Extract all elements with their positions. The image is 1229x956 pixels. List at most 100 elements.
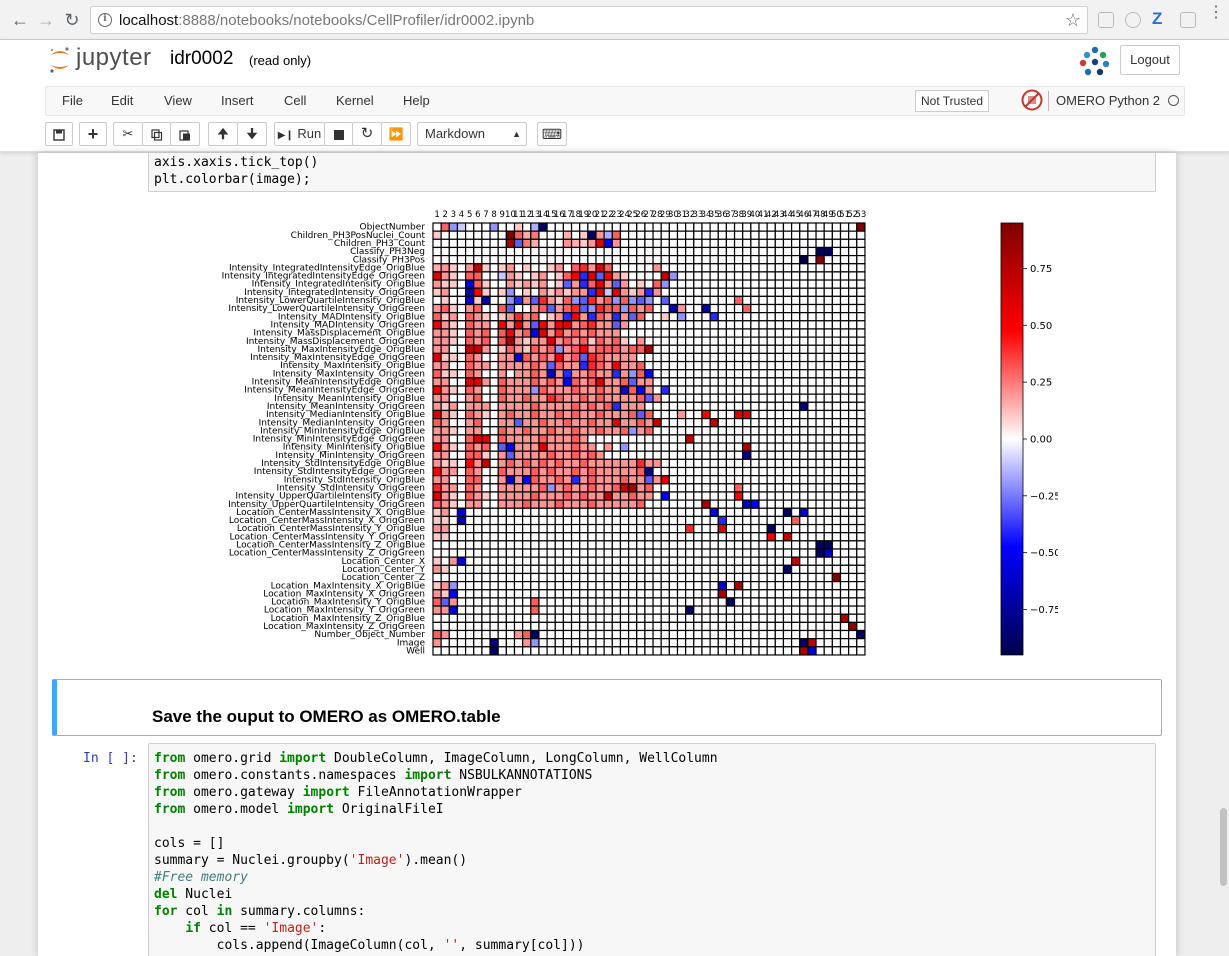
heatmap-cell (530, 246, 540, 257)
heatmap-cell (790, 548, 801, 558)
heatmap-cell (603, 385, 613, 395)
jupyter-wordmark[interactable]: jupyter (76, 44, 152, 71)
heatmap-cell (636, 303, 646, 314)
menu-help[interactable]: Help (403, 93, 430, 108)
info-icon[interactable]: i (98, 13, 112, 27)
logout-button[interactable]: Logout (1120, 45, 1180, 75)
run-button[interactable]: ▶❙ Run (274, 122, 325, 146)
heatmap-cell (465, 572, 475, 583)
heatmap-cell (782, 572, 793, 583)
browser-menu-icon[interactable]: ⋮ (1208, 4, 1224, 21)
y-tick-label: Intensity_IntegratedIntensityEdge_OrigBl… (229, 263, 426, 273)
command-palette-button[interactable]: ⌨ (537, 122, 567, 146)
heatmap-cell (530, 434, 540, 444)
heatmap-cell (766, 271, 776, 281)
heatmap-cell (815, 499, 825, 509)
heatmap-cell (636, 442, 646, 452)
extension-circle-icon[interactable] (1125, 12, 1141, 28)
heatmap-cell (603, 605, 613, 615)
x-tick-label: 34 (701, 210, 712, 220)
heatmap-cell (465, 475, 475, 485)
heatmap-cell (432, 352, 442, 363)
heatmap-cell (611, 401, 622, 412)
code-cell-input[interactable]: from omero.grid import DoubleColumn, Ima… (148, 743, 1156, 956)
heatmap-cell (750, 491, 760, 501)
heatmap-cell (440, 263, 450, 273)
heatmap-cell (823, 360, 833, 371)
heatmap-cell (432, 385, 442, 395)
code-token: DoubleColumn, ImageColumn, LongColumn, W… (326, 751, 718, 766)
bookmark-star-icon[interactable]: ☆ (1064, 10, 1081, 30)
heatmap-cell (562, 426, 573, 436)
back-arrow-icon[interactable]: ← (11, 10, 29, 30)
heatmap-cell (579, 263, 589, 273)
move-up-button[interactable]: 🠉 (208, 122, 238, 146)
restart-run-all-button[interactable]: ⏩ (381, 122, 411, 146)
heatmap-cell (579, 540, 589, 550)
heatmap-cell (530, 621, 540, 632)
menu-file[interactable]: File (62, 93, 83, 108)
cell-type-select[interactable]: Markdown▲▼ (417, 122, 527, 161)
heatmap-cell (473, 360, 483, 371)
heatmap-cell (522, 621, 532, 632)
code-line: from omero.model import OriginalFileI (154, 801, 444, 818)
heatmap-cell (807, 271, 817, 281)
heatmap-cell (473, 344, 483, 354)
heatmap-cell (856, 491, 866, 501)
heatmap-cell (513, 434, 524, 444)
code-cell-input[interactable]: axis.xaxis.tick_top() plt.colorbar(image… (148, 153, 1156, 192)
jupyter-logo-icon[interactable] (48, 46, 72, 74)
insert-cell-button[interactable]: + (79, 122, 107, 146)
menu-insert[interactable]: Insert (221, 93, 254, 108)
save-button[interactable] (45, 122, 73, 146)
heatmap-cell (497, 263, 507, 273)
copy-button[interactable] (142, 122, 171, 146)
heatmap-cell (465, 532, 475, 542)
heatmap-cell (709, 287, 719, 297)
heatmap-cell (685, 466, 695, 477)
forward-arrow-icon[interactable]: → (37, 10, 55, 30)
not-trusted-button[interactable]: Not Trusted (915, 90, 990, 112)
restart-button[interactable]: ↻ (352, 122, 382, 146)
heatmap-cell (530, 336, 540, 346)
menu-cell[interactable]: Cell (284, 93, 307, 108)
reload-icon[interactable]: ↻ (64, 10, 80, 30)
heatmap-cell (660, 466, 670, 477)
heatmap-cell (465, 303, 475, 314)
menu-kernel[interactable]: Kernel (336, 93, 374, 108)
heatmap-cell (782, 605, 793, 615)
heatmap-cell (782, 377, 793, 387)
extension-square-icon[interactable] (1180, 12, 1196, 28)
address-bar[interactable]: i localhost:8888/notebooks/notebooks/Cel… (90, 6, 1088, 34)
interrupt-button[interactable] (324, 122, 353, 146)
menu-view[interactable]: View (164, 93, 192, 108)
heatmap-cell (823, 271, 833, 281)
url-text[interactable]: localhost:8888/notebooks/notebooks/CellP… (119, 12, 534, 29)
heatmap-cell (750, 597, 760, 607)
heatmap-cell (766, 434, 776, 444)
zotero-icon[interactable]: Z (1152, 9, 1163, 28)
heatmap-cell (766, 303, 776, 314)
heatmap-cell (807, 458, 817, 469)
heatmap-cell (685, 581, 695, 591)
page-scrollbar[interactable] (1220, 808, 1227, 886)
cut-button[interactable]: ✂ (113, 122, 143, 146)
heatmap-cell (513, 532, 524, 542)
heatmap-cell (815, 572, 825, 583)
heatmap-cell (522, 515, 532, 526)
heatmap-cell (522, 238, 532, 249)
markdown-cell-selected[interactable]: Save the ouput to OMERO as OMERO.table (52, 679, 1162, 736)
menu-edit[interactable]: Edit (111, 93, 134, 108)
paste-button[interactable] (170, 122, 200, 146)
move-down-button[interactable]: 🠋 (237, 122, 267, 146)
heatmap-cell (562, 328, 573, 338)
heatmap-cell (856, 629, 866, 640)
heatmap-cell (815, 426, 825, 436)
heatmap-cell (644, 401, 654, 412)
heatmap-cell (636, 377, 646, 387)
notebook-name[interactable]: idr0002 (170, 48, 234, 69)
extension-icon[interactable] (1098, 12, 1114, 28)
heatmap-cell (538, 475, 548, 485)
heatmap-cell (570, 556, 581, 566)
heatmap-cell (546, 344, 556, 354)
